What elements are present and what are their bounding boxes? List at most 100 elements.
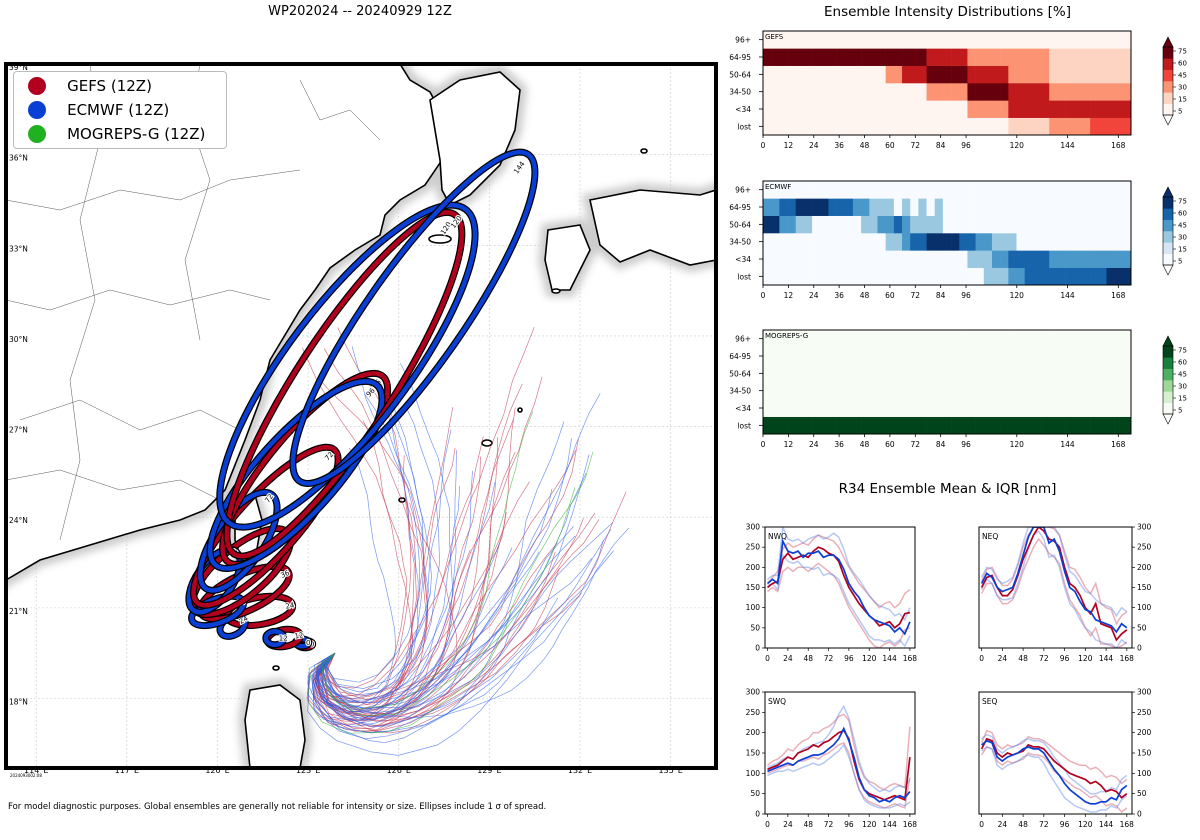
- row-label: 64-95: [729, 352, 751, 361]
- heat-cell: [1073, 215, 1083, 234]
- heat-cell: [1057, 100, 1066, 118]
- heat-cell: [852, 267, 862, 286]
- heat-cell: [1057, 347, 1066, 365]
- heat-cell: [1000, 399, 1009, 417]
- heat-cell: [869, 100, 878, 118]
- heat-cell: [1122, 382, 1132, 400]
- heat-cell: [893, 330, 903, 348]
- heat-cell: [763, 198, 772, 216]
- heat-cell: [1041, 267, 1050, 286]
- heat-cell: [1090, 382, 1099, 400]
- heat-cell: [861, 364, 870, 383]
- y-tick-label: 50: [750, 789, 760, 798]
- heat-cell: [975, 364, 985, 383]
- heat-cell: [1122, 198, 1132, 216]
- heat-cell: [820, 48, 829, 66]
- colorbar-segment: [1163, 103, 1173, 116]
- heat-cell: [828, 65, 837, 84]
- heat-cell: [844, 83, 854, 101]
- heat-cell: [844, 65, 854, 84]
- heat-cell: [1016, 31, 1025, 49]
- colorbar-tick-label: 15: [1178, 96, 1187, 104]
- heat-cell: [1098, 347, 1107, 365]
- heat-cell: [942, 100, 952, 118]
- heat-cell: [1114, 198, 1124, 216]
- heat-cell: [803, 83, 813, 101]
- heat-cell: [918, 198, 927, 216]
- series-ecmwf-iqr-low: [980, 529, 1128, 648]
- heat-cell: [803, 399, 813, 417]
- heat-cell: [1049, 100, 1058, 118]
- heat-cell: [1081, 198, 1091, 216]
- heat-cell: [967, 399, 976, 417]
- heat-cell: [852, 347, 862, 365]
- lat-label: 27°N: [9, 426, 28, 435]
- heat-cell: [902, 416, 911, 435]
- heat-cell: [1049, 198, 1058, 216]
- heat-cell: [926, 65, 936, 84]
- heat-cell: [763, 215, 772, 234]
- heat-cell: [844, 31, 854, 49]
- heat-cell: [1008, 267, 1017, 286]
- heat-cell: [975, 181, 985, 199]
- series-ecmwf-mean: [981, 739, 1128, 805]
- heat-cell: [1114, 416, 1124, 435]
- heat-cell: [959, 48, 968, 66]
- panel-name: NWQ: [768, 532, 787, 541]
- heat-cell: [1057, 198, 1066, 216]
- lat-label: 33°N: [9, 244, 28, 253]
- y-tick-label: 150: [1137, 583, 1152, 592]
- heat-cell: [1114, 83, 1124, 101]
- heat-cell: [918, 65, 927, 84]
- heat-cell: [1024, 250, 1034, 268]
- heat-cell: [1090, 399, 1099, 417]
- colorbar-tick-label: 45: [1178, 371, 1187, 379]
- heat-cell: [934, 83, 944, 101]
- heat-cell: [1057, 31, 1066, 49]
- heat-cell: [820, 347, 829, 365]
- heat-cell: [1081, 364, 1091, 383]
- y-tick-label: 0: [755, 810, 760, 819]
- heat-cell: [1041, 65, 1050, 84]
- heat-cell: [1081, 382, 1091, 400]
- heat-cell: [861, 382, 870, 400]
- heat-cell: [1081, 250, 1091, 268]
- heat-cell: [1090, 100, 1099, 118]
- heat-cell: [926, 330, 936, 348]
- heat-cell: [1016, 330, 1025, 348]
- intensity-heatmaps: lost <34 34-50 50-64 64-95 96+ GEFS 0 12 24 36 48 60…: [729, 30, 1187, 449]
- heat-cell: [1000, 382, 1009, 400]
- heat-cell: [918, 83, 927, 101]
- heat-cell: [1122, 100, 1132, 118]
- lon-label: 129°E: [477, 766, 501, 775]
- heat-cell: [869, 198, 878, 216]
- heat-cell: [803, 330, 813, 348]
- heat-cell: [918, 364, 927, 383]
- heat-cell: [975, 250, 985, 268]
- heat-cell: [1008, 250, 1017, 268]
- heat-cell: [934, 100, 944, 118]
- heat-cell: [852, 83, 862, 101]
- heat-cell: [1106, 198, 1115, 216]
- heat-cell: [836, 100, 846, 118]
- colorbar-tick-label: 15: [1178, 395, 1187, 403]
- heat-cell: [771, 198, 780, 216]
- y-tick-label: 0: [1137, 644, 1142, 653]
- heat-cell: [926, 48, 936, 66]
- heat-cell: [1106, 416, 1115, 435]
- heat-cell: [1090, 117, 1099, 136]
- x-tick-label: 120: [1010, 141, 1025, 150]
- heat-cell: [1081, 347, 1091, 365]
- heat-cell: [1057, 330, 1066, 348]
- heat-cell: [975, 347, 985, 365]
- row-label: 64-95: [729, 203, 751, 212]
- heat-cell: [836, 382, 846, 400]
- heat-cell: [1024, 117, 1034, 136]
- heat-cell: [975, 330, 985, 348]
- heat-cell: [975, 416, 985, 435]
- heat-cell: [803, 198, 813, 216]
- heat-cell: [820, 250, 829, 268]
- heat-cell: [942, 117, 952, 136]
